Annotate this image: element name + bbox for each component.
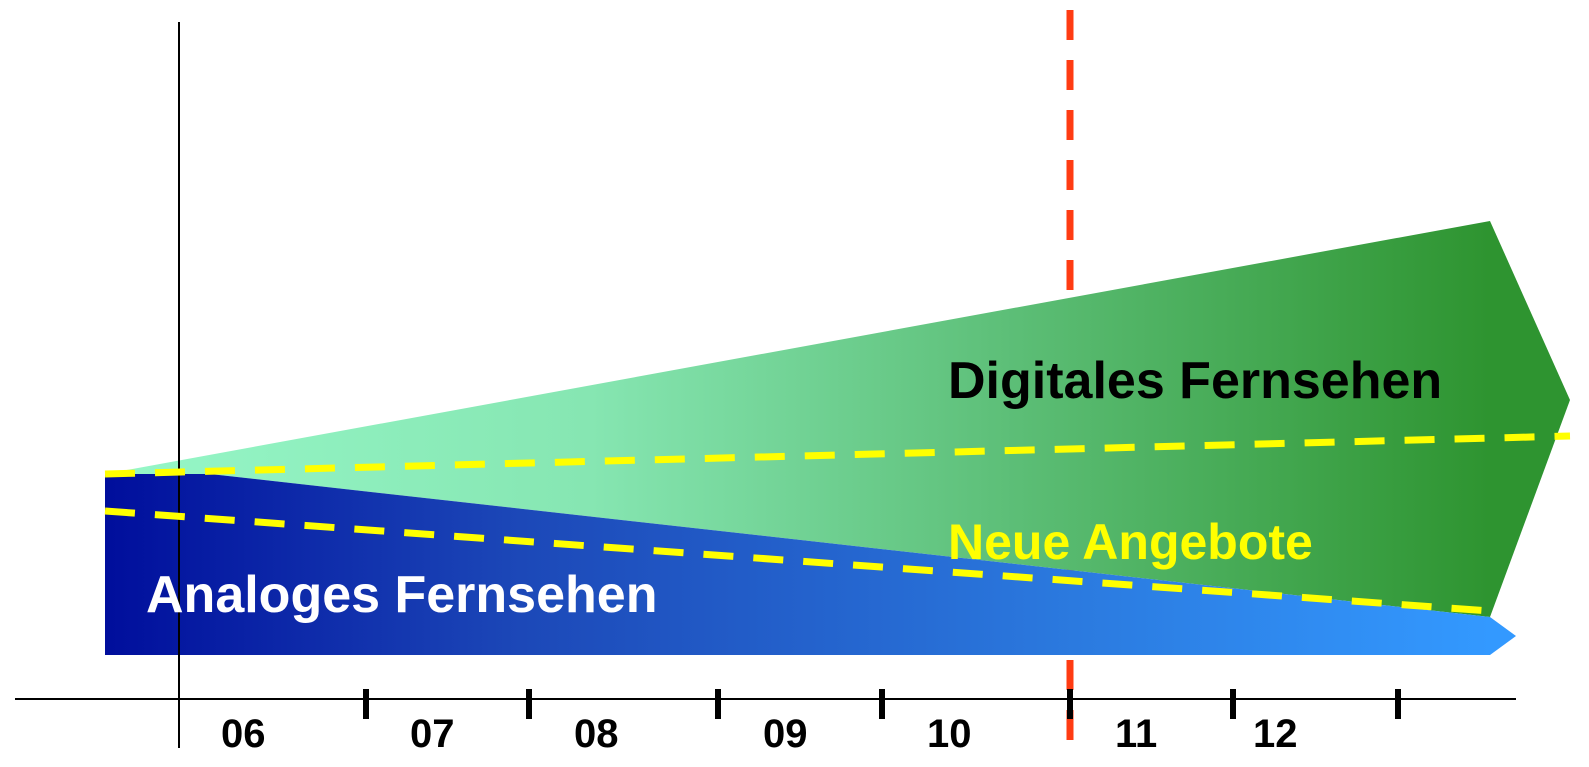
year-label: 09 (763, 712, 808, 756)
year-labels: 06 07 08 09 10 11 12 (221, 712, 1298, 756)
new-offers-upper-boundary (104, 432, 1571, 478)
year-label: 06 (221, 712, 266, 756)
year-label: 11 (1115, 712, 1157, 756)
new-offers-label: Neue Angebote (948, 514, 1313, 570)
digital-tv-label: Digitales Fernsehen (948, 352, 1442, 410)
year-label: 07 (410, 712, 455, 756)
analog-tv-area (105, 474, 1490, 655)
year-label: 12 (1253, 712, 1298, 756)
digital-tv-arrowhead (1490, 221, 1570, 617)
analog-tv-label: Analoges Fernsehen (146, 566, 657, 624)
new-offers-lower-boundary (104, 507, 1491, 615)
digital-tv-area (105, 221, 1490, 617)
year-label: 10 (927, 712, 972, 756)
time-axis-ticks (363, 689, 1401, 719)
analog-tv-arrowhead (1490, 617, 1516, 655)
year-label: 08 (574, 712, 619, 756)
